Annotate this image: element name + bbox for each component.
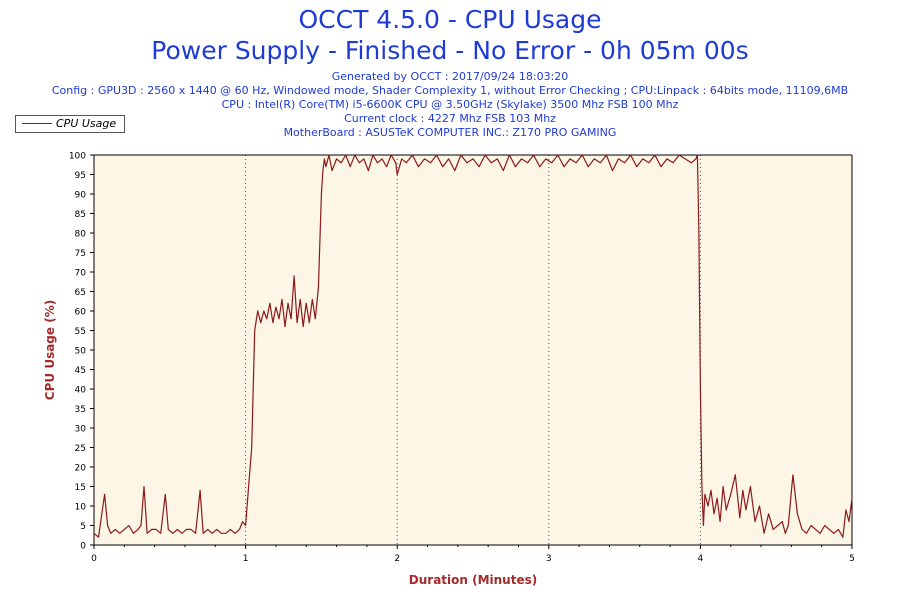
legend-swatch xyxy=(22,123,52,124)
info-clock: Current clock : 4227 Mhz FSB 103 Mhz xyxy=(344,112,556,125)
y-tick-label: 50 xyxy=(75,347,87,357)
y-tick-label: 35 xyxy=(75,405,86,415)
y-tick-label: 5 xyxy=(80,522,86,532)
y-tick-label: 20 xyxy=(75,464,87,474)
y-tick-label: 15 xyxy=(75,483,86,493)
y-tick-label: 75 xyxy=(75,249,86,259)
chart-title: OCCT 4.5.0 - CPU Usage xyxy=(298,5,602,34)
info-generated: Generated by OCCT : 2017/09/24 18:03:20 xyxy=(331,70,569,83)
y-tick-label: 70 xyxy=(75,269,87,279)
x-tick-label: 0 xyxy=(91,554,97,564)
x-tick-label: 4 xyxy=(698,554,704,564)
info-cpu: CPU : Intel(R) Core(TM) i5-6600K CPU @ 3… xyxy=(221,98,679,111)
chart-subtitle: Power Supply - Finished - No Error - 0h … xyxy=(151,36,749,65)
y-axis-title: CPU Usage (%) xyxy=(43,300,57,400)
info-motherboard: MotherBoard : ASUSTeK COMPUTER INC.: Z17… xyxy=(283,126,617,139)
y-tick-label: 0 xyxy=(80,542,86,552)
y-tick-label: 95 xyxy=(75,171,86,181)
y-tick-label: 85 xyxy=(75,210,86,220)
y-tick-label: 40 xyxy=(75,386,87,396)
series-line-cpu-usage xyxy=(93,154,853,538)
y-tick-label: 80 xyxy=(75,230,87,240)
y-tick-label: 45 xyxy=(75,366,86,376)
legend-label: CPU Usage xyxy=(56,117,117,130)
x-tick-label: 2 xyxy=(394,554,400,564)
plot-area xyxy=(94,155,852,545)
y-tick-label: 100 xyxy=(69,152,86,162)
info-config: Config : GPU3D : 2560 x 1440 @ 60 Hz, Wi… xyxy=(51,84,849,97)
x-tick-label: 3 xyxy=(546,554,552,564)
y-tick-label: 10 xyxy=(75,503,87,513)
y-tick-label: 55 xyxy=(75,327,86,337)
y-tick-label: 60 xyxy=(75,308,87,318)
chart-legend: CPU Usage xyxy=(15,115,125,133)
y-tick-label: 90 xyxy=(75,191,87,201)
y-tick-label: 65 xyxy=(75,288,86,298)
y-tick-label: 25 xyxy=(75,444,86,454)
x-tick-label: 1 xyxy=(243,554,249,564)
y-tick-label: 30 xyxy=(75,425,87,435)
x-axis-title: Duration (Minutes) xyxy=(409,573,537,587)
x-tick-label: 5 xyxy=(849,554,855,564)
